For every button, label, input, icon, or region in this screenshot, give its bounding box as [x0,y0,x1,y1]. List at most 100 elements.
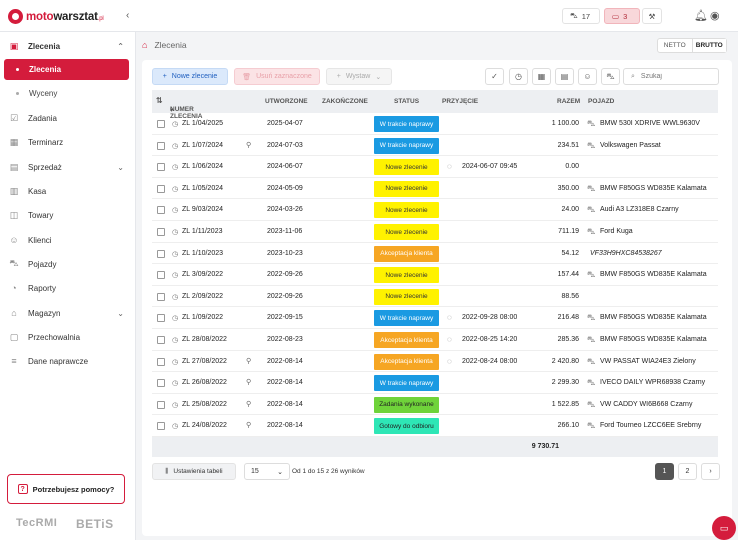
table-row[interactable]: ◷ ZL 1/09/2022 2022-09-15 W trakcie naprawy… [152,307,718,329]
vat-toggle[interactable]: NETTO BRUTTO [657,38,727,53]
row-checkbox[interactable] [157,336,165,344]
filter-payment-button[interactable]: ▤ [555,68,574,85]
brutto-option[interactable]: BRUTTO [691,39,726,52]
table-row[interactable]: ◷ ZL 24/08/2022 ⚲ 2022-08-14 Gotowy do odbio… [152,415,718,437]
chat-button[interactable]: ▭ [712,516,736,540]
order-number[interactable]: ZL 1/09/2022 [182,314,223,322]
filter-time-button[interactable]: ◷ [509,68,528,85]
issue-document-button[interactable]: + Wystaw ⌄ [326,68,392,85]
sidebar-item-reports[interactable]: ◔ Raporty [0,277,136,299]
filter-client-button[interactable]: ☺ [578,68,597,85]
vehicles-count: 17 [581,11,591,21]
netto-option[interactable]: NETTO [663,42,686,49]
row-checkbox[interactable] [157,228,165,236]
order-number[interactable]: ZL 27/08/2022 [182,357,227,365]
new-order-button[interactable]: + Nowe zlecenie [152,68,228,85]
table-row[interactable]: ◷ ZL 2/09/2022 2022-09-26 Nowe zlecenie 88.5… [152,286,718,308]
car-icon: ⛍ [587,119,596,128]
order-number[interactable]: ZL 1/05/2024 [182,184,223,192]
page-1-button[interactable]: 1 [655,463,674,480]
table-row[interactable]: ◷ ZL 9/03/2024 2024-03-26 Nowe zlecenie 24.0… [152,199,718,221]
created-date: 2022-08-14 [267,422,303,430]
table-row[interactable]: ◷ ZL 27/08/2022 ⚲ 2022-08-14 Akceptacja klie… [152,351,718,373]
sidebar-item-sales[interactable]: ▤ Sprzedaż ⌄ [0,156,136,178]
table-settings-button[interactable]: ⫼ Ustawienia tabeli [152,463,236,480]
row-checkbox[interactable] [157,249,165,258]
col-finished[interactable]: ZAKOŃCZONE [322,98,368,105]
table-row[interactable]: ◷ ZL 1/11/2023 2023-11-06 Nowe zlecenie 711.… [152,221,718,243]
report-icon: ◔ [11,283,17,293]
sidebar-item-goods[interactable]: ◫ Towary [0,204,136,226]
sidebar-item-calendar[interactable]: ▦ Terminarz [0,131,136,153]
row-checkbox[interactable] [157,141,165,150]
refresh-icon[interactable]: ⇅ [156,96,163,105]
order-number[interactable]: ZL 1/04/2025 [182,120,223,127]
table-row[interactable]: ◷ ZL 1/06/2024 2024-06-07 Nowe zlecenie ◌ 202… [152,156,718,178]
messages-counter-button[interactable]: ▭ 3 [604,8,640,24]
sidebar-subitem-orders[interactable]: Zlecenia [4,59,129,80]
sidebar-item-repair-data[interactable]: ≡ Dane naprawcze [0,350,136,372]
row-checkbox[interactable] [157,271,165,280]
help-button[interactable]: ? Potrzebujesz pomocy? [7,474,125,504]
order-number[interactable]: ZL 28/08/2022 [182,336,227,343]
order-number[interactable]: ZL 1/10/2023 [182,249,223,257]
sidebar-item-cash[interactable]: ▥ Kasa [0,180,136,202]
row-checkbox[interactable] [157,206,165,215]
table-row[interactable]: ◷ ZL 3/09/2022 2022-09-26 Nowe zlecenie 157.… [152,264,718,286]
row-checkbox[interactable] [157,400,165,409]
order-number[interactable]: ZL 26/08/2022 [182,379,227,387]
filter-date-button[interactable]: ▦ [532,68,551,85]
sidebar-item-storage[interactable]: ▢ Przechowalnia [0,326,136,348]
sidebar-item-orders[interactable]: ▣ Zlecenia ⌃ [0,35,136,57]
filter-vehicle-button[interactable]: ⛍ [601,68,620,85]
table-row[interactable]: ◷ ZL 28/08/2022 2022-08-23 Akceptacja klien… [152,329,718,351]
col-created[interactable]: UTWORZONE [265,98,308,105]
vehicles-counter-button[interactable]: ⛍ 17 [562,8,600,24]
row-checkbox[interactable] [157,292,165,301]
order-number[interactable]: ZL 1/06/2024 [182,163,223,171]
row-checkbox[interactable] [157,422,165,431]
filter-done-button[interactable]: ✓ [485,68,504,85]
sidebar-item-vehicles[interactable]: ⛍ Pojazdy [0,253,136,275]
table-row[interactable]: ◷ ZL 25/08/2022 ⚲ 2022-08-14 Zadania wykonan… [152,394,718,416]
col-status[interactable]: STATUS [394,98,420,105]
order-number[interactable]: ZL 2/09/2022 [182,292,223,300]
sidebar-collapse-chevron-left-icon[interactable]: ‹ [126,10,130,21]
search-box[interactable]: ⌕ [623,68,719,85]
app-logo[interactable]: motowarsztat.pl [8,9,104,24]
sidebar-item-clients[interactable]: ☺ Klienci [0,229,136,251]
order-number[interactable]: ZL 25/08/2022 [182,400,227,408]
sidebar-item-warehouse[interactable]: ⌂ Magazyn ⌄ [0,302,136,324]
table-row[interactable]: ◷ ZL 1/05/2024 2024-05-09 Nowe zlecenie 350.… [152,178,718,200]
table-row[interactable]: ◷ ZL 1/07/2024 ⚲ 2024-07-03 W trakcie napraw… [152,135,718,157]
order-number[interactable]: ZL 1/11/2023 [182,228,223,235]
created-date: 2022-09-26 [267,271,303,279]
order-number[interactable]: ZL 9/03/2024 [182,206,223,214]
order-number[interactable]: ZL 24/08/2022 [182,422,227,430]
next-page-button[interactable]: › [701,463,720,480]
bell-icon[interactable]: 🔔︎ [694,10,708,22]
table-row[interactable]: ◷ ZL 26/08/2022 ⚲ 2022-08-14 W trakcie napra… [152,372,718,394]
col-accepted[interactable]: PRZYJĘCIE [442,98,479,105]
row-checkbox[interactable] [157,314,165,323]
page-2-button[interactable]: 2 [678,463,697,480]
search-input[interactable] [640,73,701,80]
order-number[interactable]: ZL 3/09/2022 [182,271,223,279]
row-checkbox[interactable] [157,357,165,366]
row-checkbox[interactable] [157,184,165,193]
col-value[interactable]: RAZEM [557,98,581,105]
col-vehicle[interactable]: POJAZD [588,98,615,105]
home-icon[interactable]: ⌂ [142,40,148,50]
order-number[interactable]: ZL 1/07/2024 [182,141,223,149]
tools-button[interactable]: ⚒ [642,8,662,24]
row-checkbox[interactable] [157,379,165,388]
row-checkbox[interactable] [157,120,165,128]
per-page-select[interactable]: 15 ⌄ [244,463,290,480]
delete-selected-button[interactable]: 🗑︎ Usuń zaznaczone [234,68,320,85]
sidebar-item-tasks[interactable]: ☑ Zadania [0,107,136,129]
table-row[interactable]: ◷ ZL 1/04/2025 2025-04-07 W trakcie naprawy… [152,113,718,135]
user-account-icon[interactable]: ◉ [710,10,720,22]
row-checkbox[interactable] [157,163,165,172]
table-row[interactable]: ◷ ZL 1/10/2023 2023-10-23 Akceptacja klient… [152,243,718,265]
sidebar-subitem-quotes[interactable]: Wyceny [4,83,129,104]
